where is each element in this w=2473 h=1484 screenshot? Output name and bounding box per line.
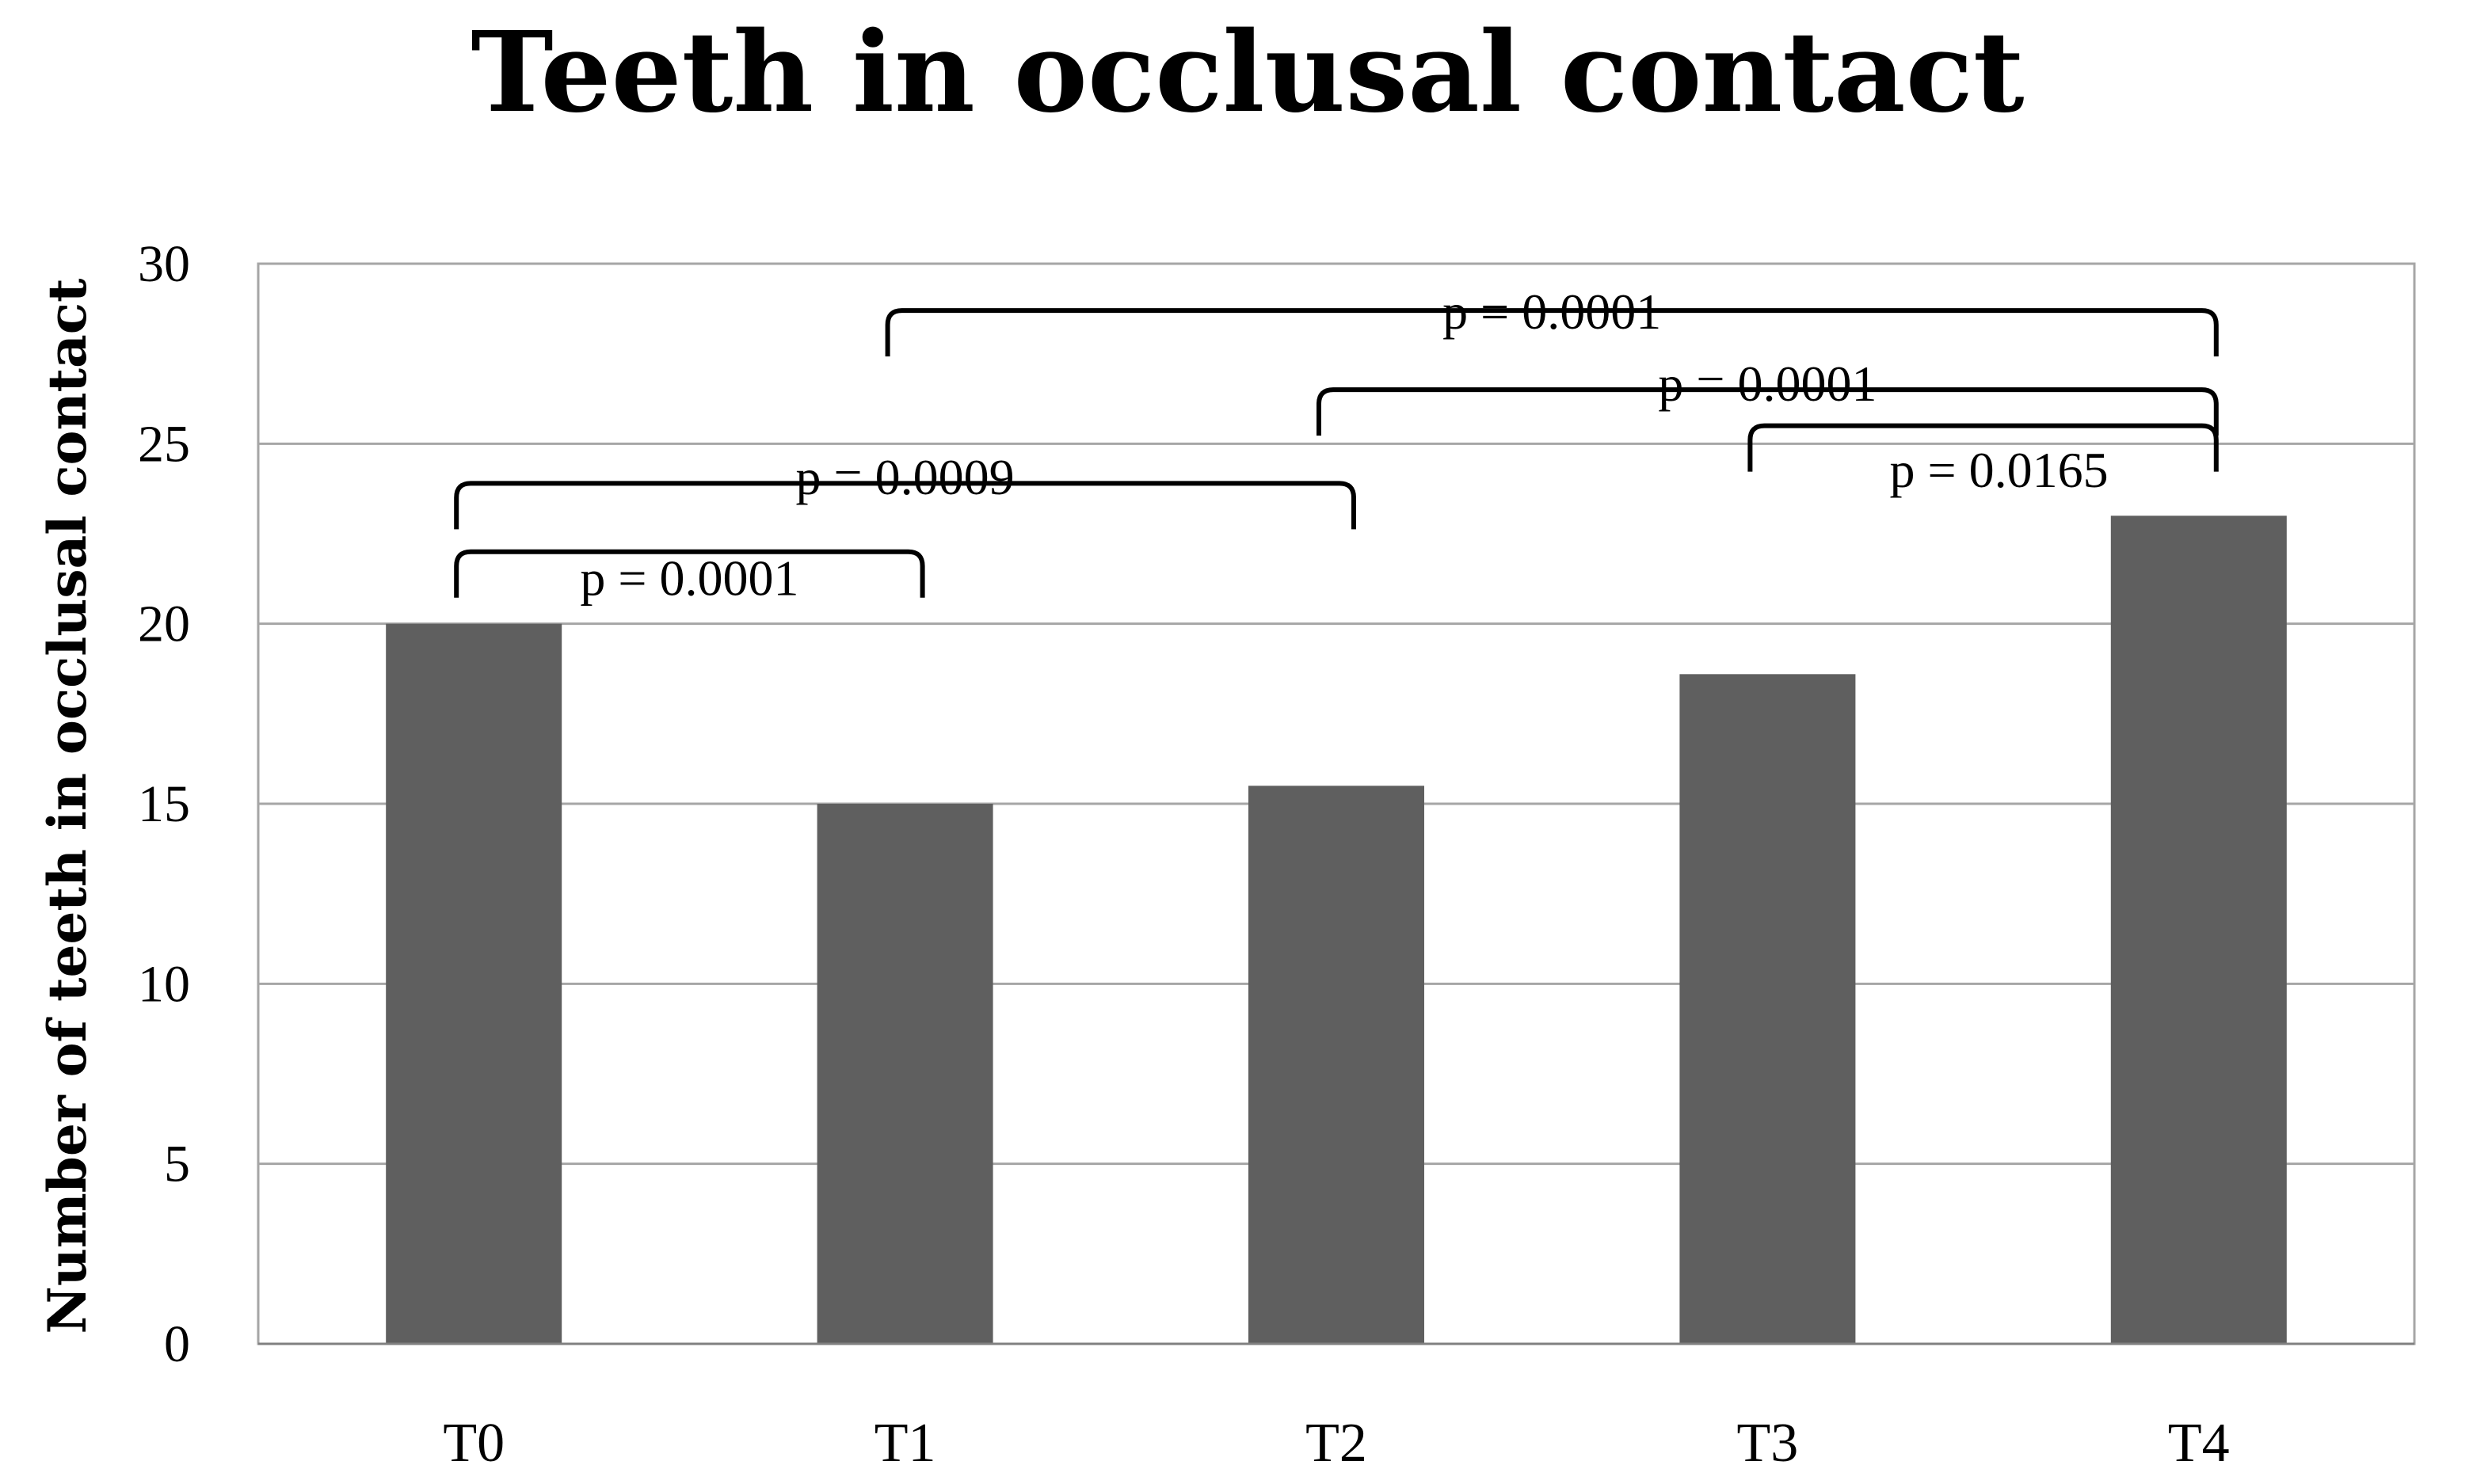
bar-T0	[386, 623, 562, 1344]
bracket-T0-T1	[454, 549, 925, 598]
p-value-label: p = 0.0165	[1890, 442, 2109, 498]
bracket-T0-T2	[454, 481, 1356, 530]
y-axis-label: Number of teeth in occlusal contact	[36, 278, 98, 1334]
p-value-label: p = 0.0001	[1442, 283, 1661, 340]
p-value-label: p = 0.0001	[1658, 356, 1877, 412]
gridlines	[258, 262, 2414, 1166]
x-tick-label: T2	[1305, 1413, 1367, 1474]
y-tick-label: 5	[164, 1136, 190, 1193]
y-tick-label: 10	[138, 955, 190, 1013]
y-tick-label: 15	[138, 775, 190, 833]
p-value-label: p = 0.0009	[796, 449, 1015, 505]
bar-T4	[2110, 516, 2287, 1345]
bracket-T2-T4	[1317, 387, 2219, 436]
y-tick-label: 25	[138, 415, 190, 473]
y-tick-label: 30	[138, 235, 190, 293]
p-value-label: p = 0.0001	[580, 550, 798, 606]
bar-T3	[1679, 674, 1856, 1344]
x-tick-label: T0	[443, 1413, 505, 1474]
x-tick-label: T1	[875, 1413, 936, 1474]
bar-T1	[817, 804, 993, 1344]
x-tick-labels: T0 T1 T2 T3 T4	[443, 1413, 2229, 1474]
bars	[386, 516, 2287, 1345]
x-tick-label: T3	[1737, 1413, 1799, 1474]
y-tick-label: 0	[164, 1315, 190, 1373]
bracket-T1-T4	[885, 308, 2219, 357]
chart-title: Teeth in occlusal contact	[471, 8, 2024, 138]
x-tick-label: T4	[2168, 1413, 2230, 1474]
bar-T2	[1248, 786, 1424, 1344]
y-tick-label: 20	[138, 596, 190, 653]
y-tick-labels: 0 5 10 15 20 25 30	[138, 235, 190, 1373]
